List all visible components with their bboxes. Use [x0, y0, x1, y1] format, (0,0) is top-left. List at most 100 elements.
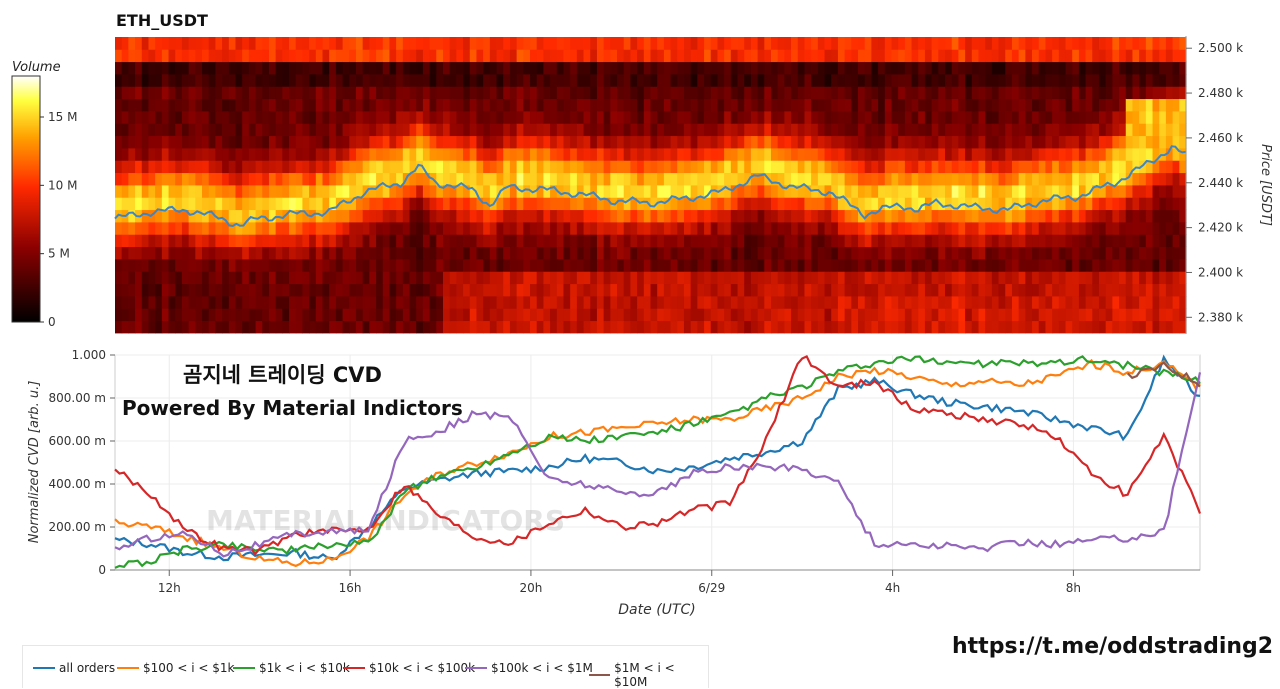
- heatmap-cell: [704, 172, 712, 186]
- heatmap-cell: [1172, 283, 1180, 297]
- heatmap-cell: [228, 160, 237, 174]
- heatmap-cell: [295, 246, 304, 260]
- heatmap-cell: [1139, 148, 1147, 161]
- heatmap-cell: [516, 234, 524, 248]
- heatmap-cell: [777, 74, 785, 87]
- heatmap-cell: [1159, 61, 1167, 75]
- heatmap-cell: [489, 74, 498, 87]
- heatmap-cell: [710, 37, 719, 50]
- heatmap-cell: [523, 61, 531, 75]
- heatmap-cell: [1052, 234, 1060, 248]
- heatmap-cell: [329, 296, 337, 309]
- heatmap-cell: [710, 86, 719, 100]
- legend-item[interactable]: all orders: [33, 661, 115, 675]
- heatmap-cell: [536, 234, 544, 248]
- heatmap-cell: [422, 197, 431, 211]
- heatmap-cell: [704, 271, 712, 285]
- legend-item[interactable]: $1k < i < $10k: [233, 661, 350, 675]
- heatmap-cell: [1098, 148, 1107, 161]
- heatmap-cell: [1098, 308, 1107, 322]
- heatmap-cell: [355, 222, 364, 235]
- heatmap-cell: [228, 259, 237, 272]
- heatmap-cell: [596, 320, 605, 334]
- heatmap-cell: [858, 259, 866, 272]
- heatmap-cell: [1179, 308, 1187, 322]
- heatmap-cell: [255, 37, 263, 50]
- heatmap-cell: [1159, 135, 1167, 149]
- heatmap-cell: [155, 37, 163, 50]
- heatmap-cell: [268, 234, 277, 248]
- heatmap-cell: [1179, 222, 1187, 235]
- heatmap-cell: [215, 135, 223, 149]
- heatmap-cell: [1165, 86, 1174, 100]
- heatmap-cell: [322, 98, 330, 112]
- heatmap-cell: [643, 111, 652, 124]
- heatmap-cell: [228, 296, 237, 309]
- heatmap-cell: [1152, 209, 1160, 223]
- heatmap-cell: [637, 135, 645, 149]
- heatmap-cell: [744, 197, 752, 211]
- heatmap-cell: [155, 160, 163, 174]
- heatmap-cell: [683, 209, 692, 223]
- heatmap-cell: [235, 209, 243, 223]
- heatmap-cell: [115, 296, 123, 309]
- heatmap-cell: [851, 86, 859, 100]
- legend-item[interactable]: $100k < i < $1M: [465, 661, 593, 675]
- heatmap-cell: [1159, 320, 1167, 334]
- heatmap-cell: [965, 123, 973, 137]
- heatmap-cell: [971, 209, 980, 223]
- heatmap-cell: [268, 246, 277, 260]
- heatmap-cell: [442, 296, 451, 309]
- heatmap-cell: [369, 74, 377, 87]
- heatmap-cell: [938, 160, 946, 174]
- heatmap-cell: [1032, 283, 1040, 297]
- heatmap-cell: [583, 172, 591, 186]
- heatmap-cell: [275, 61, 283, 75]
- heatmap-cell: [195, 123, 203, 137]
- heatmap-cell: [791, 49, 799, 63]
- heatmap-cell: [161, 148, 170, 161]
- heatmap-cell: [777, 135, 785, 149]
- legend-item[interactable]: $10k < i < $100k: [343, 661, 475, 675]
- heatmap-cell: [851, 185, 859, 198]
- heatmap-cell: [851, 37, 859, 50]
- heatmap-cell: [864, 61, 872, 75]
- heatmap-cell: [148, 246, 156, 260]
- heatmap-cell: [1098, 98, 1107, 112]
- legend-item[interactable]: $100 < i < $1k: [117, 661, 234, 675]
- heatmap-cell: [831, 49, 839, 63]
- heatmap-cell: [463, 283, 471, 297]
- heatmap-cell: [824, 98, 832, 112]
- heatmap-cell: [1152, 222, 1160, 235]
- heatmap-cell: [523, 185, 531, 198]
- colorbar-tick-label: 0: [48, 315, 56, 329]
- heatmap-cell: [121, 283, 129, 297]
- heatmap-cell: [924, 271, 933, 285]
- heatmap-cell: [141, 234, 150, 248]
- heatmap-cell: [389, 123, 397, 137]
- heatmap-cell: [750, 86, 759, 100]
- heatmap-cell: [396, 111, 404, 124]
- telegram-url[interactable]: https://t.me/oddstrading2: [952, 634, 1274, 659]
- heatmap-cell: [282, 234, 290, 248]
- heatmap-cell: [1085, 37, 1093, 50]
- heatmap-cell: [1011, 283, 1020, 297]
- heatmap-cell: [1125, 197, 1134, 211]
- heatmap-cell: [489, 172, 498, 186]
- heatmap-cell: [570, 111, 578, 124]
- heatmap-cell: [610, 172, 618, 186]
- heatmap-cell: [208, 74, 216, 87]
- heatmap-cell: [1112, 135, 1120, 149]
- heatmap-cell: [717, 160, 725, 174]
- heatmap-cell: [409, 61, 417, 75]
- heatmap-cell: [128, 271, 136, 285]
- legend-item[interactable]: $1M < i < $10M: [589, 661, 708, 689]
- heatmap-cell: [851, 308, 859, 322]
- heatmap-cell: [858, 148, 866, 161]
- heatmap-cell: [630, 271, 638, 285]
- heatmap-cell: [971, 49, 980, 63]
- heatmap-cell: [898, 222, 906, 235]
- heatmap-cell: [195, 197, 203, 211]
- heatmap-cell: [389, 135, 397, 149]
- heatmap-cell: [657, 148, 665, 161]
